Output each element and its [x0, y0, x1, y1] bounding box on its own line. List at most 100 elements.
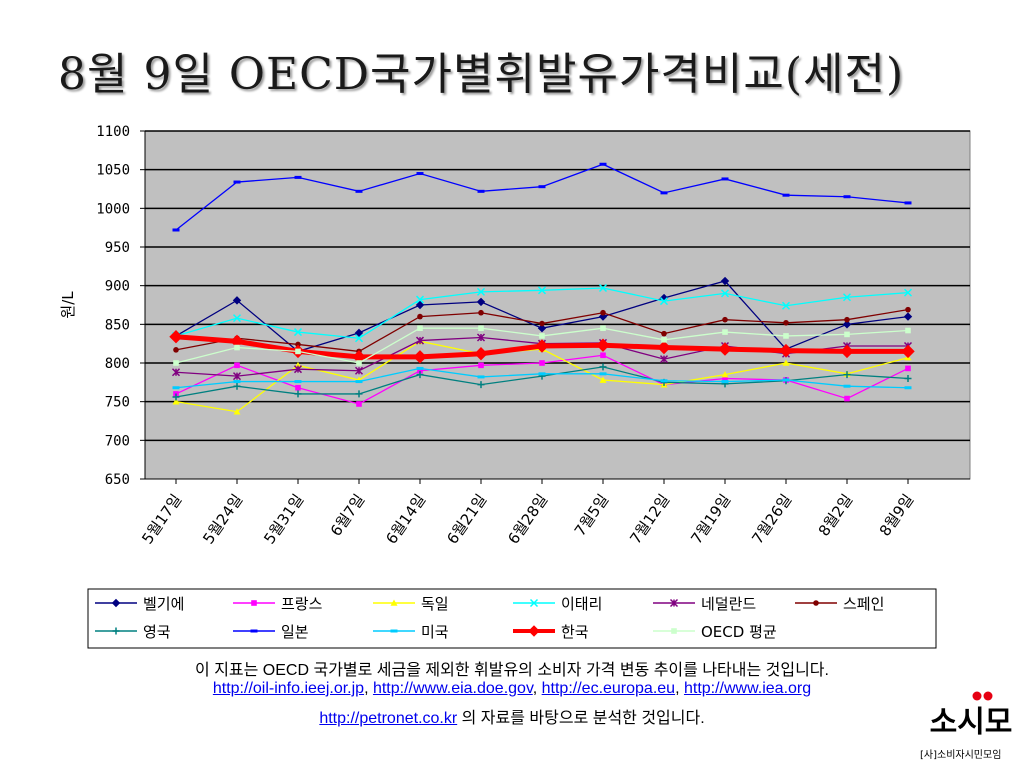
- y-axis-label: 원/L: [59, 291, 77, 319]
- series-9-point: [596, 338, 610, 352]
- series-6-point: [172, 393, 180, 401]
- series-7-point: [416, 172, 424, 176]
- plot-area: [144, 130, 971, 480]
- y-tick-label: 900: [105, 279, 130, 295]
- series-3-point: [659, 297, 669, 306]
- legend-swatch-marker: [528, 625, 540, 637]
- series-5-point: [600, 309, 606, 316]
- series-7-point: [721, 177, 729, 181]
- series-10-point: [783, 333, 789, 339]
- legend: [87, 588, 937, 649]
- series-3-point: [415, 295, 425, 304]
- series-7-point: [233, 180, 241, 184]
- series-5-point: [417, 313, 423, 320]
- series-8-point: [538, 372, 546, 376]
- consumer-org-logo: 소시모: [930, 691, 1013, 740]
- legend-swatch-marker: [669, 598, 679, 608]
- series-4-point: [354, 366, 364, 375]
- series-10-point: [295, 348, 301, 355]
- x-tick-label: 6월7일: [327, 491, 369, 540]
- x-tick-label: 8월2일: [815, 491, 857, 540]
- series-1-point: [539, 360, 545, 366]
- x-tick-label: 6월28일: [504, 491, 551, 547]
- series-10-point: [905, 327, 911, 334]
- series-5-point: [173, 347, 179, 353]
- series-5-point: [661, 330, 667, 337]
- series-9-point: [840, 344, 854, 359]
- series-6-point: [599, 363, 607, 371]
- separator: ,: [364, 680, 373, 697]
- source-link-ec[interactable]: http://ec.europa.eu: [541, 680, 676, 697]
- legend-swatch-marker: [251, 600, 257, 606]
- series-8-point: [172, 386, 180, 390]
- series-9-point: [535, 339, 549, 353]
- series-10-point: [722, 329, 728, 335]
- y-tick-label: 800: [105, 356, 130, 372]
- legend-label: OECD 평균: [701, 623, 777, 641]
- separator: ,: [532, 680, 542, 697]
- x-tick-label: 6월14일: [382, 491, 429, 547]
- legend-label: 미국: [421, 623, 449, 641]
- series-5-point: [478, 309, 484, 316]
- source-link-eia[interactable]: http://www.eia.doe.gov: [372, 680, 533, 697]
- series-1-point: [905, 365, 911, 372]
- series-7-point: [904, 201, 912, 205]
- legend-label: 벨기에: [143, 595, 184, 613]
- x-tick-label: 7월19일: [687, 491, 734, 547]
- source-link-iea[interactable]: http://www.iea.org: [683, 680, 812, 697]
- series-3-point: [781, 301, 791, 310]
- logo-mark: 소시모: [930, 705, 1013, 740]
- legend-swatch-marker: [813, 600, 819, 606]
- series-4-point: [476, 333, 486, 342]
- series-3-point: [232, 314, 242, 323]
- series-7-point: [599, 162, 607, 166]
- y-tick-label: 700: [105, 433, 130, 449]
- series-7-point: [294, 175, 302, 179]
- x-tick-label: 5월31일: [260, 491, 307, 547]
- series-8-point: [355, 380, 363, 384]
- separator: ,: [675, 680, 684, 697]
- series-6-point: [294, 390, 302, 398]
- legend-label: 네덜란드: [701, 595, 756, 613]
- series-3-point: [903, 288, 913, 297]
- series-10-point: [600, 325, 606, 331]
- series-1-point: [356, 401, 362, 407]
- legend-label: 이태리: [561, 595, 602, 613]
- source-link-petronet[interactable]: http://petronet.co.kr: [319, 710, 458, 727]
- x-tick-label: 7월12일: [626, 491, 673, 547]
- series-7-point: [172, 228, 180, 232]
- series-6-point: [843, 371, 851, 379]
- source-link-ieej[interactable]: http://oil-info.ieej.or.jp: [212, 680, 365, 697]
- series-0-point: [354, 328, 364, 338]
- series-10-point: [356, 360, 362, 366]
- legend-swatch-marker: [112, 627, 120, 635]
- legend-swatch-marker: [671, 628, 677, 634]
- series-8-point: [782, 378, 790, 382]
- x-tick-label: 5월17일: [138, 491, 185, 547]
- series-1-point: [844, 395, 850, 402]
- legend-swatch-marker: [529, 598, 539, 608]
- series-8-point: [721, 380, 729, 384]
- series-3-point: [537, 286, 547, 295]
- footnote-sources: http://oil-info.ieej.or.jp, http://www.e…: [0, 680, 1024, 698]
- series-5-point: [539, 320, 545, 327]
- series-1-point: [234, 362, 240, 369]
- legend-label: 일본: [281, 623, 309, 641]
- series-8-point: [904, 386, 912, 390]
- series-4-point: [415, 336, 425, 345]
- series-8-point: [233, 380, 241, 384]
- series-0-point: [903, 312, 913, 321]
- series-7-point: [538, 185, 546, 189]
- footnote-line1: 이 지표는 OECD 국가별로 세금을 제외한 휘발유의 소비자 가격 변동 추…: [195, 662, 829, 679]
- series-7-point: [660, 191, 668, 195]
- legend-swatch-marker: [250, 629, 258, 633]
- series-3-point: [598, 283, 608, 293]
- series-3-point: [720, 289, 730, 298]
- series-0-point: [842, 320, 852, 329]
- series-6-point: [416, 371, 424, 379]
- series-8-point: [660, 379, 668, 383]
- legend-swatch-marker: [390, 599, 398, 606]
- series-0-point: [476, 297, 486, 307]
- y-tick-label: 1000: [96, 201, 130, 217]
- series-10-point: [173, 360, 179, 366]
